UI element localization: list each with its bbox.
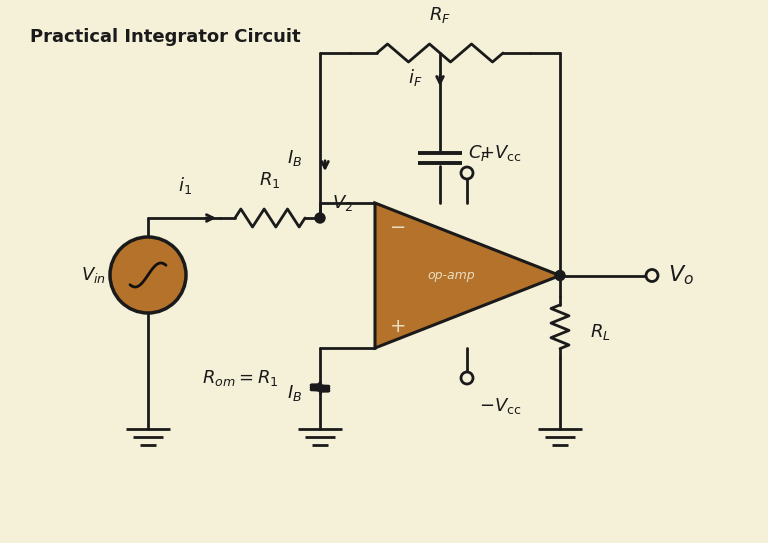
Text: $I_B$: $I_B$ xyxy=(286,148,302,168)
Text: $I_B$: $I_B$ xyxy=(286,383,302,403)
Text: $C_F$: $C_F$ xyxy=(468,143,490,163)
Text: $+V_{\rm cc}$: $+V_{\rm cc}$ xyxy=(479,143,521,163)
Text: $R_{om}=R_1$: $R_{om}=R_1$ xyxy=(202,368,278,388)
Circle shape xyxy=(110,237,186,313)
Circle shape xyxy=(646,269,658,281)
Circle shape xyxy=(461,167,473,179)
Text: $-V_{\rm cc}$: $-V_{\rm cc}$ xyxy=(479,396,521,416)
Text: $-$: $-$ xyxy=(389,216,406,235)
Text: $+$: $+$ xyxy=(389,317,406,336)
Text: op-amp: op-amp xyxy=(428,269,475,282)
Text: $R_L$: $R_L$ xyxy=(590,322,611,342)
Text: $i_F$: $i_F$ xyxy=(408,67,422,89)
Text: $i_1$: $i_1$ xyxy=(178,175,192,196)
Text: $V_o$: $V_o$ xyxy=(668,264,694,287)
Polygon shape xyxy=(375,203,560,348)
Text: $V_2$: $V_2$ xyxy=(332,193,353,213)
Text: $V_{in}$: $V_{in}$ xyxy=(81,265,105,285)
Circle shape xyxy=(461,372,473,384)
Circle shape xyxy=(315,213,325,223)
Text: $R_F$: $R_F$ xyxy=(429,5,451,25)
Text: Practical Integrator Circuit: Practical Integrator Circuit xyxy=(30,28,300,46)
Text: $R_1$: $R_1$ xyxy=(260,170,280,190)
Circle shape xyxy=(555,270,565,281)
